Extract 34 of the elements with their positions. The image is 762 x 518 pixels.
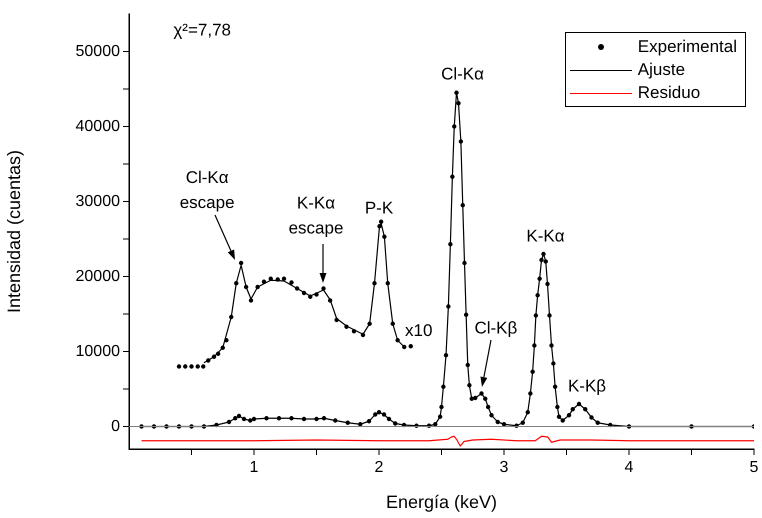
y-tick-label: 50000 — [76, 42, 120, 60]
y-tick-label: 30000 — [76, 192, 120, 210]
x-tick-label: 4 — [624, 459, 634, 476]
point — [176, 364, 182, 369]
point — [238, 260, 244, 266]
x-axis-title: Energía (keV) — [386, 492, 498, 512]
y-tick-label: 40000 — [76, 118, 120, 135]
annotation: x10 — [405, 320, 432, 340]
legend-label: Ajuste — [638, 60, 686, 80]
annotation: Cl-Kα — [441, 64, 484, 84]
x-tick-label: 2 — [374, 459, 384, 476]
y-tick-label: 10000 — [76, 342, 120, 360]
point — [189, 364, 194, 369]
x-tick-label: 3 — [500, 459, 509, 476]
point — [196, 364, 200, 369]
y-axis-title: Intensidad (cuentas) — [4, 150, 24, 314]
annotation: K-Kβ — [568, 376, 606, 396]
y-tick-label: 20000 — [76, 268, 120, 285]
point — [408, 344, 413, 348]
annotation: Cl-Kα escape — [180, 168, 235, 212]
point — [201, 364, 206, 369]
point — [282, 276, 286, 281]
annotation: P-K — [364, 198, 394, 218]
annotation: Cl-Kβ — [474, 318, 518, 338]
annotation: χ²=7,78 — [173, 20, 231, 40]
y-tick-label: 0 — [111, 418, 120, 435]
legend-label: Residuo — [638, 82, 700, 102]
point — [183, 364, 188, 369]
point — [289, 280, 294, 285]
annotation: K-Kα escape — [288, 194, 344, 238]
x-tick-label: 1 — [250, 459, 259, 476]
x-tick-label: 5 — [750, 459, 759, 476]
annotation: K-Kα — [526, 226, 565, 246]
legend-label: Experimental — [638, 36, 737, 56]
